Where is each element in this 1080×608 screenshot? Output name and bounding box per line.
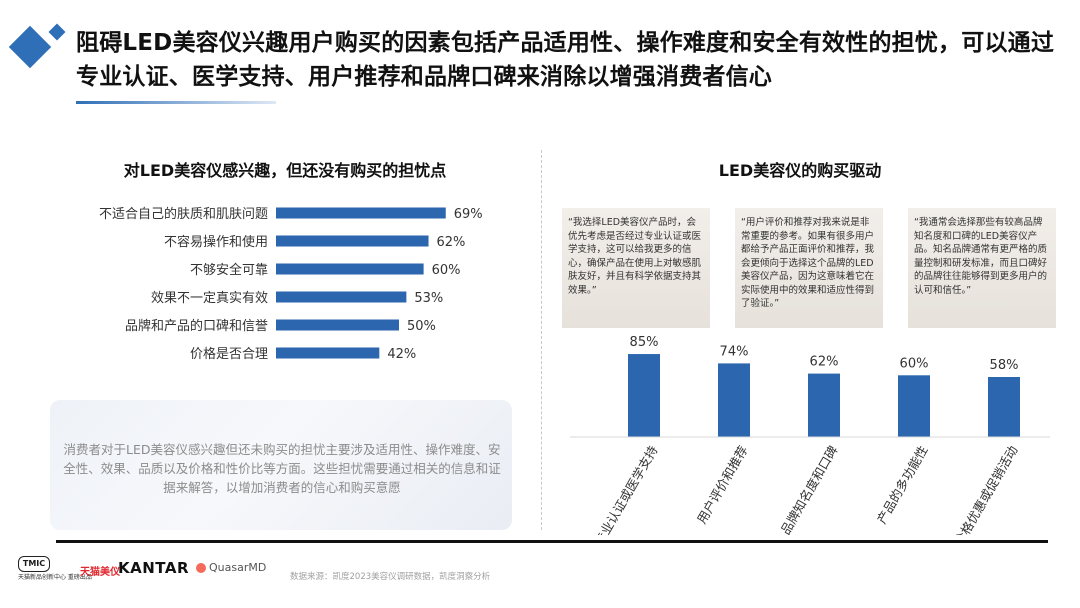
left-value-label: 42%: [387, 347, 416, 362]
panel-divider: [541, 150, 542, 530]
kantar-logo: KANTAR: [118, 559, 190, 577]
right-category-label: 价格优惠或促销活动: [951, 443, 1020, 535]
quote-card-3: “我通常会选择那些有较高品牌知名度和口碑的LED美容仪产品。知名品牌通常有更严格…: [908, 208, 1056, 328]
footer-logos: TMIC 天猫新品创新中心 重磅出品 天猫美仪 KANTAR QuasarMD: [18, 556, 266, 586]
left-value-label: 50%: [407, 319, 436, 334]
page-title: 阻碍LED美容仪兴趣用户购买的因素包括产品适用性、操作难度和安全有效性的担忧，可…: [76, 30, 1055, 90]
left-bar: [276, 207, 446, 219]
bottom-rule: [56, 540, 1048, 543]
right-value-label: 60%: [900, 356, 929, 371]
right-value-label: 85%: [630, 335, 659, 350]
right-bar: [628, 354, 660, 437]
left-bar: [276, 347, 380, 359]
right-bar: [808, 373, 840, 437]
note-background: [50, 400, 512, 530]
left-category-label: 不够安全可靠: [190, 262, 268, 278]
right-category-label: 产品的多功能性: [874, 443, 931, 526]
left-chart-title: 对LED美容仪感兴趣，但还没有购买的担忧点: [123, 161, 447, 180]
tmic-subtitle: 天猫新品创新中心 重磅出品: [18, 574, 92, 581]
right-bar: [988, 377, 1020, 437]
left-value-label: 60%: [432, 263, 461, 278]
left-value-label: 62%: [437, 235, 466, 250]
left-category-label: 品牌和产品的口碑和信誉: [125, 318, 268, 334]
left-bar: [276, 235, 429, 247]
right-value-label: 74%: [720, 344, 749, 359]
right-value-label: 58%: [990, 358, 1019, 373]
quote-card-1: “我选择LED美容仪产品时，会优先考虑是否经过专业认证或医学支持，这可以给我更多…: [562, 208, 710, 328]
left-bar: [276, 319, 399, 331]
quote-card-2: “用户评价和推荐对我来说是非常重要的参考。如果有很多用户都给予产品正面评价和推荐…: [735, 208, 883, 328]
quasar-dot-icon: [196, 563, 206, 573]
right-chart-title: LED美容仪的购买驱动: [718, 161, 882, 180]
left-category-label: 不适合自己的肤质和肌肤问题: [99, 206, 268, 222]
right-bar: [898, 375, 930, 437]
left-category-label: 效果不一定真实有效: [151, 291, 268, 306]
left-category-label: 价格是否合理: [190, 346, 268, 362]
left-value-label: 69%: [454, 207, 483, 222]
right-bar: [718, 363, 750, 437]
tmall-beauty-logo: 天猫美仪: [80, 567, 120, 578]
concerns-bar-chart: 不适合自己的肤质和肌肤问题 69% 不容易操作和使用 62% 不够安全可靠 60% 效果不一…: [99, 206, 483, 362]
drivers-bar-chart: 85% 专业认证或医学支持 74% 用户评价和推荐 62% 品牌知名度和口碑 60% 产品的多…: [570, 335, 1050, 535]
quasar-logo: QuasarMD: [209, 561, 267, 574]
left-category-label: 不容易操作和使用: [164, 234, 268, 250]
tmic-logo: TMIC: [18, 556, 50, 572]
quote-text-2: “用户评价和推荐对我来说是非常重要的参考。如果有很多用户都给予产品正面评价和推荐…: [741, 217, 875, 309]
title-underline: [76, 101, 276, 104]
right-value-label: 62%: [810, 355, 839, 370]
right-category-label: 用户评价和推荐: [694, 443, 751, 526]
left-bar: [276, 263, 424, 275]
left-value-label: 53%: [414, 291, 443, 306]
left-bar: [276, 291, 407, 303]
quote-text-3: “我通常会选择那些有较高品牌知名度和口碑的LED美容仪产品。知名品牌通常有更严格…: [914, 217, 1048, 296]
data-source: 数据来源：凯度2023美容仪调研数据，凯度洞察分析: [290, 572, 491, 582]
quote-text-1: “我选择LED美容仪产品时，会优先考虑是否经过专业认证或医学支持，这可以给我更多…: [568, 217, 702, 296]
right-category-label: 品牌知名度和口碑: [778, 443, 841, 535]
right-category-label: 专业认证或医学支持: [591, 443, 660, 535]
note-text: 消费者对于LED美容仪感兴趣但还未购买的担忧主要涉及适用性、操作难度、安全性、效…: [63, 442, 501, 495]
diamond-logo-icon: [8, 23, 66, 69]
